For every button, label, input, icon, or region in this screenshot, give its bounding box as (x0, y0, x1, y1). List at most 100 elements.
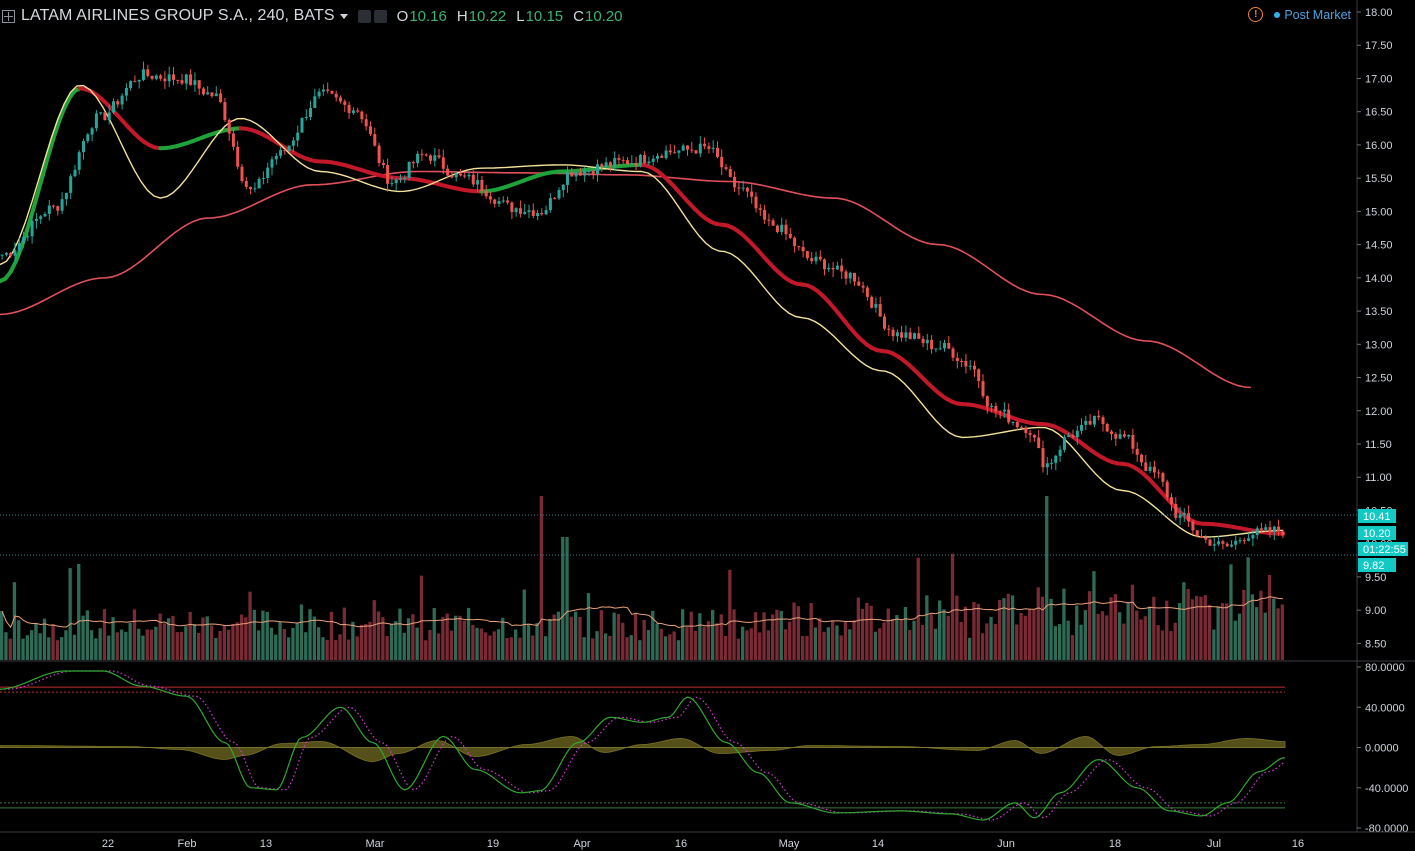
time-tick-label: 18 (1109, 838, 1121, 850)
warning-icon[interactable]: ! (1248, 7, 1264, 22)
candle-body (1024, 427, 1028, 433)
candle-body (1277, 526, 1281, 532)
volume-bar (25, 635, 29, 660)
market-status[interactable]: ! Post Market (1248, 7, 1351, 22)
candle-body (433, 155, 437, 161)
candle-body (1182, 513, 1186, 515)
price-label-badge (1358, 558, 1396, 572)
volume-bar (94, 638, 98, 660)
candle-body (1165, 481, 1169, 498)
candle-body (227, 119, 231, 134)
candle-body (167, 74, 171, 82)
candle-body (784, 224, 788, 235)
candle-body (202, 88, 205, 95)
high-value: H10.22 (456, 7, 507, 25)
volume-bar (946, 615, 950, 660)
volume-bar (771, 614, 775, 660)
volume-bar (325, 639, 329, 660)
volume-bar (878, 628, 882, 660)
price-label-text: 10.20 (1363, 528, 1391, 540)
volume-bar (942, 609, 946, 660)
volume-bar (702, 626, 706, 660)
volume-bar (753, 612, 758, 660)
volume-bar (471, 624, 475, 660)
candle-body (1221, 541, 1225, 544)
volume-bar (873, 631, 878, 660)
candle-body (1281, 531, 1285, 536)
volume-bar (1088, 591, 1092, 660)
candle-body (870, 296, 874, 308)
candle-body (1084, 420, 1088, 425)
ema-mid-segment (51, 120, 61, 141)
volume-ma-line (1, 596, 1283, 629)
volume-bar (154, 626, 158, 660)
candle-body (673, 152, 677, 154)
candle-body (596, 164, 599, 175)
volume-bars (0, 496, 1284, 660)
candle-body (994, 406, 998, 412)
volume-bar (85, 610, 89, 660)
volume-bar (218, 631, 222, 660)
chevron-down-icon[interactable] (339, 13, 348, 19)
volume-bar (869, 605, 873, 660)
volume-bar (359, 624, 364, 660)
volume-bar (539, 496, 543, 660)
volume-bar (441, 617, 445, 660)
format-icon[interactable] (373, 9, 387, 23)
candle-body (429, 155, 432, 161)
candle-body (1242, 540, 1246, 542)
volume-bar (227, 629, 231, 660)
volume-bar (792, 602, 796, 660)
candle-body (124, 88, 128, 96)
volume-bar (1182, 582, 1186, 660)
candle-body (60, 199, 64, 211)
volume-bar (903, 607, 908, 660)
volume-bar (454, 615, 458, 660)
candle-body (309, 108, 312, 117)
volume-bar (599, 610, 603, 660)
candle-body (771, 220, 775, 226)
candle-body (527, 210, 531, 212)
volume-bar (711, 610, 715, 660)
volume-bar (175, 632, 179, 660)
candle-body (1110, 431, 1113, 434)
volume-bar (998, 599, 1002, 660)
volume-bar (394, 621, 398, 660)
candle-body (617, 158, 621, 160)
candle-body (668, 150, 672, 153)
candle-body (823, 259, 826, 270)
time-tick-label: May (779, 838, 800, 850)
volume-bar (274, 634, 278, 660)
candle-body (343, 101, 347, 105)
candle-body (1157, 472, 1161, 474)
volume-bar (385, 636, 389, 660)
candle-body (1131, 435, 1135, 449)
candle-body (471, 174, 475, 185)
volume-bar (449, 630, 454, 660)
candle-body (981, 381, 985, 397)
candle-body (917, 333, 921, 339)
expand-icon[interactable] (2, 9, 15, 23)
symbol-title[interactable]: LATAM AIRLINES GROUP S.A., 240, BATS (21, 7, 335, 24)
ema-mid-segment (56, 106, 67, 125)
candle-body (1101, 417, 1105, 424)
time-tick-label: 13 (260, 838, 272, 850)
volume-bar (621, 622, 625, 660)
volume-bar (321, 637, 325, 660)
candle-body (189, 74, 193, 85)
settings-icon[interactable] (357, 9, 371, 23)
price-tick-label: 15.50 (1365, 173, 1393, 185)
volume-bar (167, 618, 171, 660)
price-tick-label: 13.00 (1365, 339, 1393, 351)
volume-bar (758, 632, 762, 660)
volume-bar (205, 616, 209, 660)
volume-bar (119, 629, 124, 660)
volume-bar (835, 625, 839, 660)
candle-body (861, 285, 865, 288)
volume-bar (1169, 631, 1173, 660)
volume-bar (1019, 613, 1023, 660)
candle-body (865, 287, 869, 297)
candle-body (664, 150, 668, 158)
volume-bar (436, 633, 441, 660)
